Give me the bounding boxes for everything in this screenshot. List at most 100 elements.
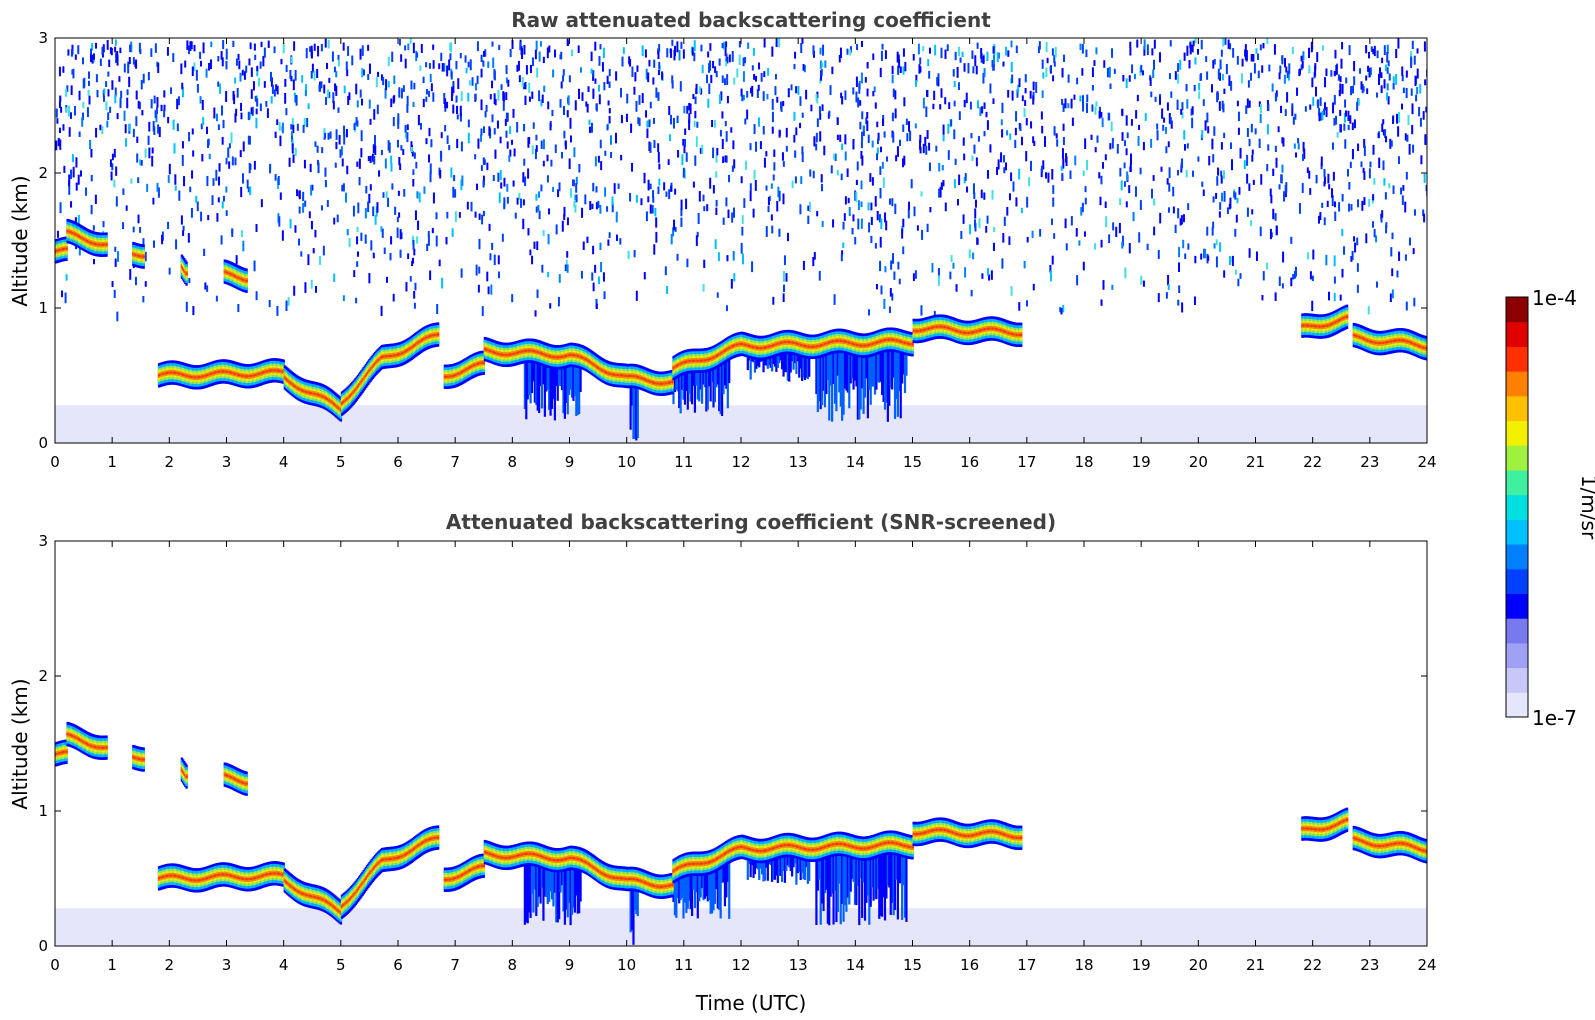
noise-speckle xyxy=(627,250,630,260)
noise-speckle xyxy=(142,296,145,303)
noise-speckle xyxy=(1115,226,1118,238)
noise-speckle xyxy=(1410,88,1413,96)
noise-speckle xyxy=(648,119,651,128)
noise-speckle xyxy=(935,145,938,152)
noise-speckle xyxy=(1070,216,1073,226)
noise-speckle xyxy=(1061,68,1064,78)
noise-speckle xyxy=(531,91,534,99)
fall-streak xyxy=(792,344,795,370)
fall-streak xyxy=(719,352,722,415)
fall-streak xyxy=(905,341,908,376)
noise-speckle xyxy=(520,198,523,208)
noise-speckle xyxy=(147,71,150,81)
noise-speckle xyxy=(993,55,996,67)
noise-speckle xyxy=(1302,153,1305,161)
noise-speckle xyxy=(467,119,470,128)
noise-speckle xyxy=(538,90,541,102)
noise-speckle xyxy=(752,208,755,218)
noise-speckle xyxy=(1235,214,1238,223)
noise-speckle xyxy=(875,283,878,290)
noise-speckle xyxy=(736,68,739,78)
noise-speckle xyxy=(732,250,735,261)
noise-speckle xyxy=(1333,292,1336,302)
noise-speckle xyxy=(1333,117,1336,126)
fall-streak xyxy=(825,343,828,395)
noise-speckle xyxy=(716,292,719,298)
noise-speckle xyxy=(755,75,758,82)
noise-speckle xyxy=(1206,71,1209,80)
noise-speckle xyxy=(562,69,565,76)
noise-speckle xyxy=(498,192,501,204)
noise-speckle xyxy=(471,77,474,86)
fall-streak xyxy=(728,350,731,384)
noise-speckle xyxy=(1202,189,1205,197)
noise-speckle xyxy=(962,137,965,146)
noise-speckle xyxy=(722,217,725,225)
noise-speckle xyxy=(1182,239,1185,249)
noise-speckle xyxy=(924,136,927,147)
noise-speckle xyxy=(952,69,955,77)
noise-speckle xyxy=(641,45,644,57)
noise-speckle xyxy=(1282,137,1285,147)
noise-speckle xyxy=(1002,61,1005,67)
noise-speckle xyxy=(707,51,710,58)
noise-speckle xyxy=(548,208,551,215)
noise-speckle xyxy=(248,58,251,66)
noise-speckle xyxy=(342,42,345,51)
noise-speckle xyxy=(111,281,114,288)
noise-speckle xyxy=(278,122,281,131)
noise-speckle xyxy=(101,52,104,58)
fall-streak xyxy=(782,344,785,377)
noise-speckle xyxy=(974,208,977,219)
noise-speckle xyxy=(1269,228,1272,240)
noise-speckle xyxy=(1346,169,1349,177)
noise-speckle xyxy=(1086,94,1089,103)
noise-speckle xyxy=(94,194,97,204)
noise-speckle xyxy=(482,126,485,134)
noise-speckle xyxy=(1423,173,1426,183)
noise-speckle xyxy=(1159,96,1162,104)
haze-band xyxy=(55,405,1427,443)
noise-speckle xyxy=(699,147,702,154)
noise-speckle xyxy=(1414,75,1417,85)
fall-streak xyxy=(635,378,638,441)
noise-speckle xyxy=(765,185,768,191)
noise-speckle xyxy=(410,141,413,152)
noise-speckle xyxy=(373,109,376,120)
noise-speckle xyxy=(578,164,581,173)
noise-speckle xyxy=(59,95,62,102)
fall-streak xyxy=(706,357,709,410)
noise-speckle xyxy=(919,139,922,150)
noise-speckle xyxy=(64,292,67,304)
noise-speckle xyxy=(898,278,901,285)
noise-speckle xyxy=(392,116,395,127)
noise-speckle xyxy=(1294,113,1297,120)
fall-streak xyxy=(692,362,695,386)
noise-speckle xyxy=(1140,275,1143,285)
noise-speckle xyxy=(673,219,676,231)
noise-speckle xyxy=(389,252,392,261)
noise-speckle xyxy=(1075,228,1078,237)
noise-speckle xyxy=(1389,293,1392,303)
fall-streak xyxy=(853,343,857,381)
noise-speckle xyxy=(983,130,986,137)
noise-speckle xyxy=(271,84,274,94)
noise-speckle xyxy=(874,196,877,207)
noise-speckle xyxy=(217,124,220,131)
noise-speckle xyxy=(420,43,423,53)
noise-speckle xyxy=(983,102,986,109)
noise-speckle xyxy=(902,124,905,132)
noise-speckle xyxy=(1217,68,1220,80)
noise-speckle xyxy=(1162,124,1165,131)
noise-speckle xyxy=(1425,184,1427,192)
noise-speckle xyxy=(398,87,401,98)
noise-speckle xyxy=(70,49,73,57)
noise-speckle xyxy=(168,267,171,275)
fall-streak xyxy=(789,344,792,373)
noise-speckle xyxy=(307,254,310,266)
noise-speckle xyxy=(380,149,383,156)
noise-speckle xyxy=(279,135,282,147)
noise-speckle xyxy=(1198,83,1201,91)
noise-speckle xyxy=(564,264,567,272)
noise-speckle xyxy=(670,233,673,245)
